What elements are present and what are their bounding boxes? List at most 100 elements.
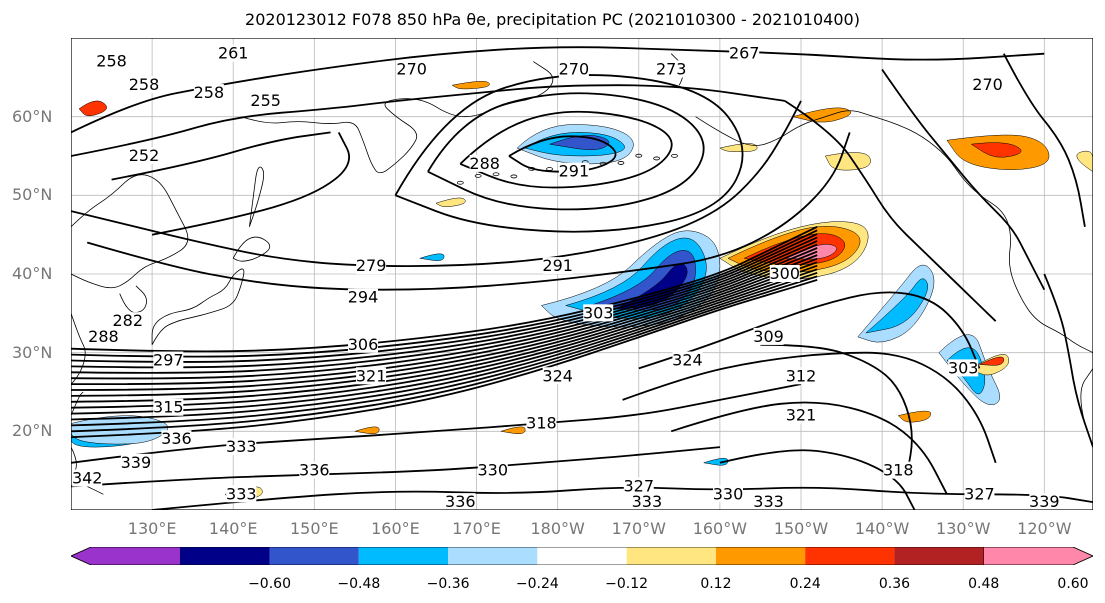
colorbar xyxy=(71,547,1093,565)
contour-label: 288 xyxy=(88,327,119,346)
theta-e-contour xyxy=(71,236,818,369)
contour-label-bg xyxy=(112,312,143,330)
theta-e-contour xyxy=(71,275,818,433)
precip-region xyxy=(419,253,445,261)
contour-label-bg xyxy=(1029,493,1060,510)
theta-e-contour xyxy=(1043,273,1093,448)
contour-label-bg xyxy=(250,91,281,109)
precip-region xyxy=(452,81,490,90)
contour-label-bg xyxy=(558,162,589,180)
contour-label-bg xyxy=(299,461,330,479)
theta-e-contour xyxy=(71,279,818,439)
contour-label: 291 xyxy=(559,162,590,181)
contour-label-bg xyxy=(218,44,249,62)
contour-label: 270 xyxy=(972,75,1003,94)
contour-label-bg xyxy=(348,335,378,353)
contour-label-bg xyxy=(948,359,979,377)
contour-label-bg xyxy=(656,60,687,78)
contour-label-bg xyxy=(96,52,127,70)
precip-region xyxy=(979,356,1005,366)
contour-label: 288 xyxy=(469,154,500,173)
colorbar-segment xyxy=(983,547,1093,565)
longitude-label: 180°W xyxy=(530,519,585,538)
theta-e-contour xyxy=(86,132,851,291)
theta-e-contour xyxy=(394,74,744,233)
contour-label-bg xyxy=(883,461,914,479)
contour-label: 273 xyxy=(656,59,687,78)
theta-e-contour xyxy=(71,271,818,427)
contour-label: 336 xyxy=(445,492,476,510)
contour-label-bg xyxy=(356,367,387,385)
colorbar-tick-label: 0.48 xyxy=(968,576,1000,592)
precip-region xyxy=(719,143,758,153)
longitude-label: 160°W xyxy=(692,519,748,538)
contour-label-bg xyxy=(753,493,784,510)
precip-region xyxy=(500,426,526,435)
contour-label-bg xyxy=(348,288,378,306)
colorbar-segment xyxy=(180,547,270,565)
contour-label-bg xyxy=(469,154,500,172)
contour-label: 318 xyxy=(883,461,914,480)
theta-e-contour xyxy=(638,291,981,370)
longitude-label: 120°W xyxy=(1017,519,1072,538)
island xyxy=(671,153,678,158)
precip-region xyxy=(898,410,932,423)
colorbar-tick-label: 0.12 xyxy=(700,576,732,592)
theta-e-contour xyxy=(71,247,818,386)
colorbar-tick-label: −0.36 xyxy=(426,576,470,592)
theta-e-contour xyxy=(71,264,818,415)
coastline xyxy=(71,174,189,289)
colorbar-segment xyxy=(269,547,359,565)
island xyxy=(635,153,643,158)
contour-label-bg xyxy=(583,304,614,322)
contour-label-bg xyxy=(153,398,184,416)
contour-label-bg xyxy=(120,453,151,471)
contour-label: 333 xyxy=(753,492,784,510)
colorbar-segment xyxy=(805,547,895,565)
latitude-label: 50°N xyxy=(12,185,53,205)
contour-label: 336 xyxy=(161,429,192,448)
contour-label-bg xyxy=(713,485,743,503)
contour-label: 321 xyxy=(786,406,817,425)
contour-label-bg xyxy=(769,265,800,282)
contour-label-bg xyxy=(526,414,557,432)
longitude-label: 160°E xyxy=(371,519,420,538)
contour-label: 330 xyxy=(713,484,744,503)
contour-label: 312 xyxy=(786,366,817,385)
contour-label: 330 xyxy=(478,461,509,480)
precip-region xyxy=(865,278,928,334)
coastline xyxy=(119,285,147,313)
theta-e-contour xyxy=(881,68,1046,291)
colorbar-tick-label: 0.36 xyxy=(878,576,911,592)
contour-label: 327 xyxy=(964,484,995,503)
theta-e-contours xyxy=(71,46,1093,510)
coastline xyxy=(151,268,245,345)
contour-label-bg xyxy=(445,493,476,510)
theta-e-contour xyxy=(71,240,818,374)
contour-label: 297 xyxy=(153,351,184,370)
precip-region xyxy=(78,100,107,117)
contour-label-bg xyxy=(631,493,662,510)
contour-label: 306 xyxy=(348,335,379,354)
latitude-label: 30°N xyxy=(12,342,53,362)
theta-e-contour xyxy=(670,401,948,495)
island xyxy=(474,173,482,178)
precip-region xyxy=(857,264,935,343)
contour-label-bg xyxy=(477,461,508,479)
contour-label: 333 xyxy=(226,437,257,456)
coastline xyxy=(71,391,84,416)
contour-label-bg xyxy=(161,430,192,448)
contour-label: 282 xyxy=(113,311,144,330)
theta-e-contour xyxy=(152,486,1093,510)
contour-label-bg xyxy=(672,351,703,369)
theta-e-contour xyxy=(427,92,705,211)
colorbar-tick-label: 0.24 xyxy=(789,576,821,592)
latitude-label: 20°N xyxy=(12,421,53,441)
theta-e-contour xyxy=(111,131,331,181)
contour-label: 291 xyxy=(542,256,573,275)
theta-e-contour xyxy=(1002,53,1086,227)
theta-e-contour xyxy=(71,268,818,421)
contour-label-bg xyxy=(356,257,387,275)
contour-label: 324 xyxy=(542,366,573,385)
